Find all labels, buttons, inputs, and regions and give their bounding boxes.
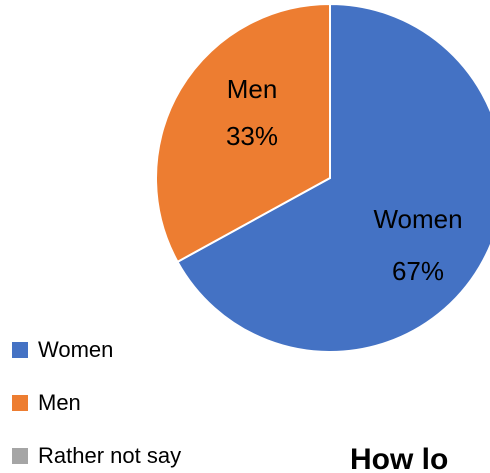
slice-category-label-women: Women bbox=[373, 204, 462, 234]
pie-slice-men bbox=[155, 2, 331, 264]
next-section-heading: How lo bbox=[350, 443, 449, 473]
legend-label-women: Women bbox=[38, 337, 114, 362]
legend-item-rather-not-say: Rather not say bbox=[12, 443, 182, 468]
pie-slice-women bbox=[176, 2, 490, 353]
legend-label-men: Men bbox=[38, 390, 81, 415]
slice-value-label-women: 67% bbox=[392, 256, 444, 286]
slice-value-label-men: 33% bbox=[226, 121, 278, 151]
slice-category-label-men: Men bbox=[227, 74, 278, 104]
legend-swatch-women bbox=[12, 342, 28, 358]
legend-item-women: Women bbox=[12, 337, 114, 362]
legend-swatch-men bbox=[12, 395, 28, 411]
legend-item-men: Men bbox=[12, 390, 81, 415]
legend-swatch-rather-not-say bbox=[12, 448, 28, 464]
legend-label-rather-not-say: Rather not say bbox=[38, 443, 182, 468]
